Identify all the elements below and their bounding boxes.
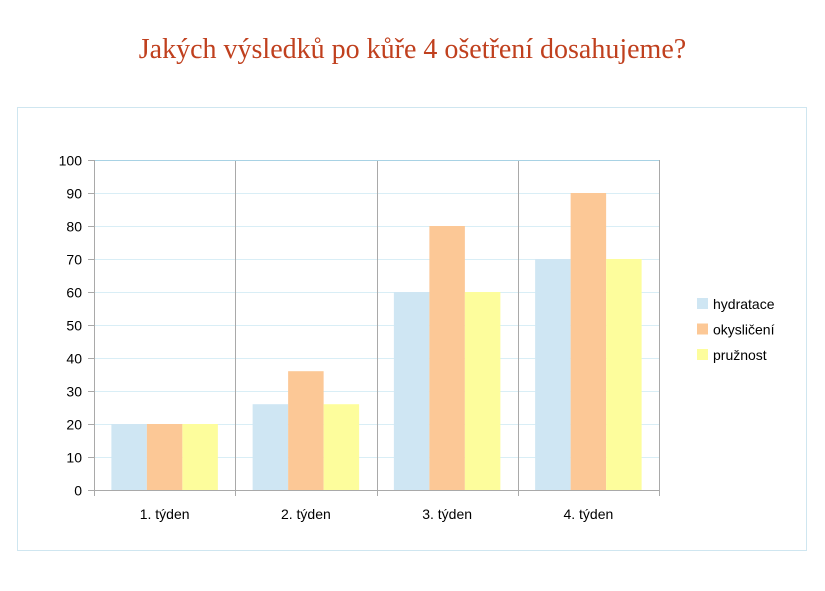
y-tick-label: 10 [66,450,82,466]
bar-hydratace-1 [111,424,147,490]
y-tick-labels: 0 10 20 30 40 50 60 70 80 90 100 [59,153,83,499]
bar-hydratace-3 [393,292,430,490]
x-tick-label: 4. týden [563,506,613,522]
y-tick-label: 20 [66,417,82,433]
y-tick-label: 60 [66,285,82,301]
bar-hydratace-2 [252,404,289,490]
legend: hydratace okysličení pružnost [697,296,775,363]
bar-pružnost-2 [323,404,360,490]
bar-pružnost-1 [182,424,218,490]
y-tick-label: 0 [74,483,82,499]
legend-swatch-pružnost [697,349,708,360]
y-tick-label: 30 [66,384,82,400]
x-tick-label: 1. týden [140,506,190,522]
x-tick-label: 2. týden [281,506,331,522]
bar-okysličení-4 [570,193,607,490]
bar-okysličení-1 [146,424,183,490]
legend-label: pružnost [713,347,767,363]
x-tick-labels: 1. týden 2. týden 3. týden 4. týden [140,506,614,522]
bar-hydratace-4 [535,259,571,490]
bar-okysličení-2 [288,371,324,490]
legend-label: hydratace [713,296,775,312]
bar-okysličení-3 [429,226,465,490]
y-tick-label: 70 [66,252,82,268]
legend-swatch-okysličení [697,323,708,335]
x-tick-label: 3. týden [422,506,472,522]
bar-pružnost-4 [606,259,642,490]
legend-label: okysličení [713,322,775,338]
y-tick-label: 100 [59,153,83,169]
y-tick-label: 90 [66,186,82,202]
bars [111,193,642,490]
y-tick-label: 50 [66,318,82,334]
bar-pružnost-3 [464,292,501,490]
y-tick-label: 80 [66,219,82,235]
axes [88,160,660,496]
chart-frame [17,107,807,551]
y-tick-label: 40 [66,351,82,367]
chart-title: Jakých výsledků po kůře 4 ošetření dosah… [138,34,687,65]
legend-swatch-hydratace [697,298,708,309]
